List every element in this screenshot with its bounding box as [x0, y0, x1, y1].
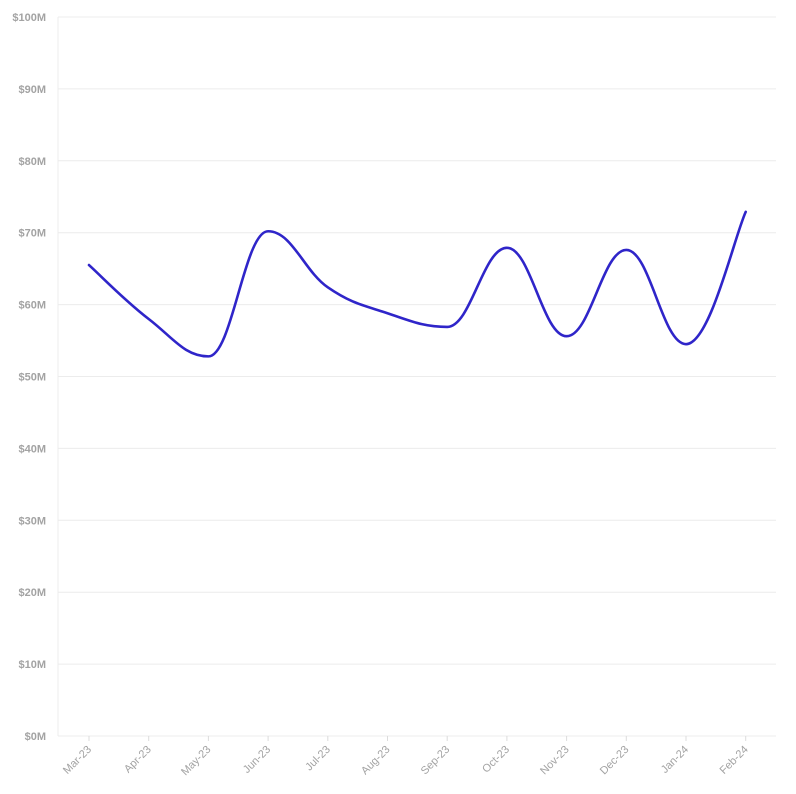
gridlines — [58, 16, 776, 737]
y-tick-label: $90M — [18, 84, 46, 96]
x-tick-label: Mar-23 — [61, 744, 94, 777]
x-tick-label: Aug-23 — [359, 744, 393, 778]
y-tick-label: $80M — [18, 156, 46, 168]
x-tick-label: May-23 — [179, 744, 213, 778]
x-tick-label: Nov-23 — [538, 744, 572, 778]
y-tick-label: $70M — [18, 228, 46, 240]
x-tick-label: Apr-23 — [122, 744, 154, 776]
series-line — [87, 210, 747, 358]
y-tick-label: $40M — [18, 443, 46, 455]
x-tick-label: Feb-24 — [718, 744, 751, 777]
x-tick-label: Jul-23 — [303, 744, 333, 774]
x-axis: Mar-23 Apr-23 May-23 Jun-23 Jul-23 Aug-23 Sep-… — [61, 736, 751, 778]
y-tick-label: $30M — [18, 515, 46, 527]
x-tick-label: Oct-23 — [480, 744, 512, 776]
y-tick-label: $0M — [25, 731, 46, 743]
y-tick-label: $50M — [18, 372, 46, 384]
x-tick-label: Jan-24 — [659, 744, 691, 776]
y-tick-label: $100M — [12, 12, 46, 24]
series-layer — [87, 210, 747, 358]
y-tick-label: $10M — [18, 659, 46, 671]
x-tick-label: Jun-23 — [241, 744, 273, 776]
x-tick-label: Dec-23 — [598, 744, 632, 778]
x-tick-label: Sep-23 — [419, 744, 453, 778]
y-axis: $0M $10M $20M $30M $40M $50M $60M $70M $80M $90M $… — [12, 12, 59, 743]
y-tick-label: $20M — [18, 587, 46, 599]
y-tick-label: $60M — [18, 300, 46, 312]
